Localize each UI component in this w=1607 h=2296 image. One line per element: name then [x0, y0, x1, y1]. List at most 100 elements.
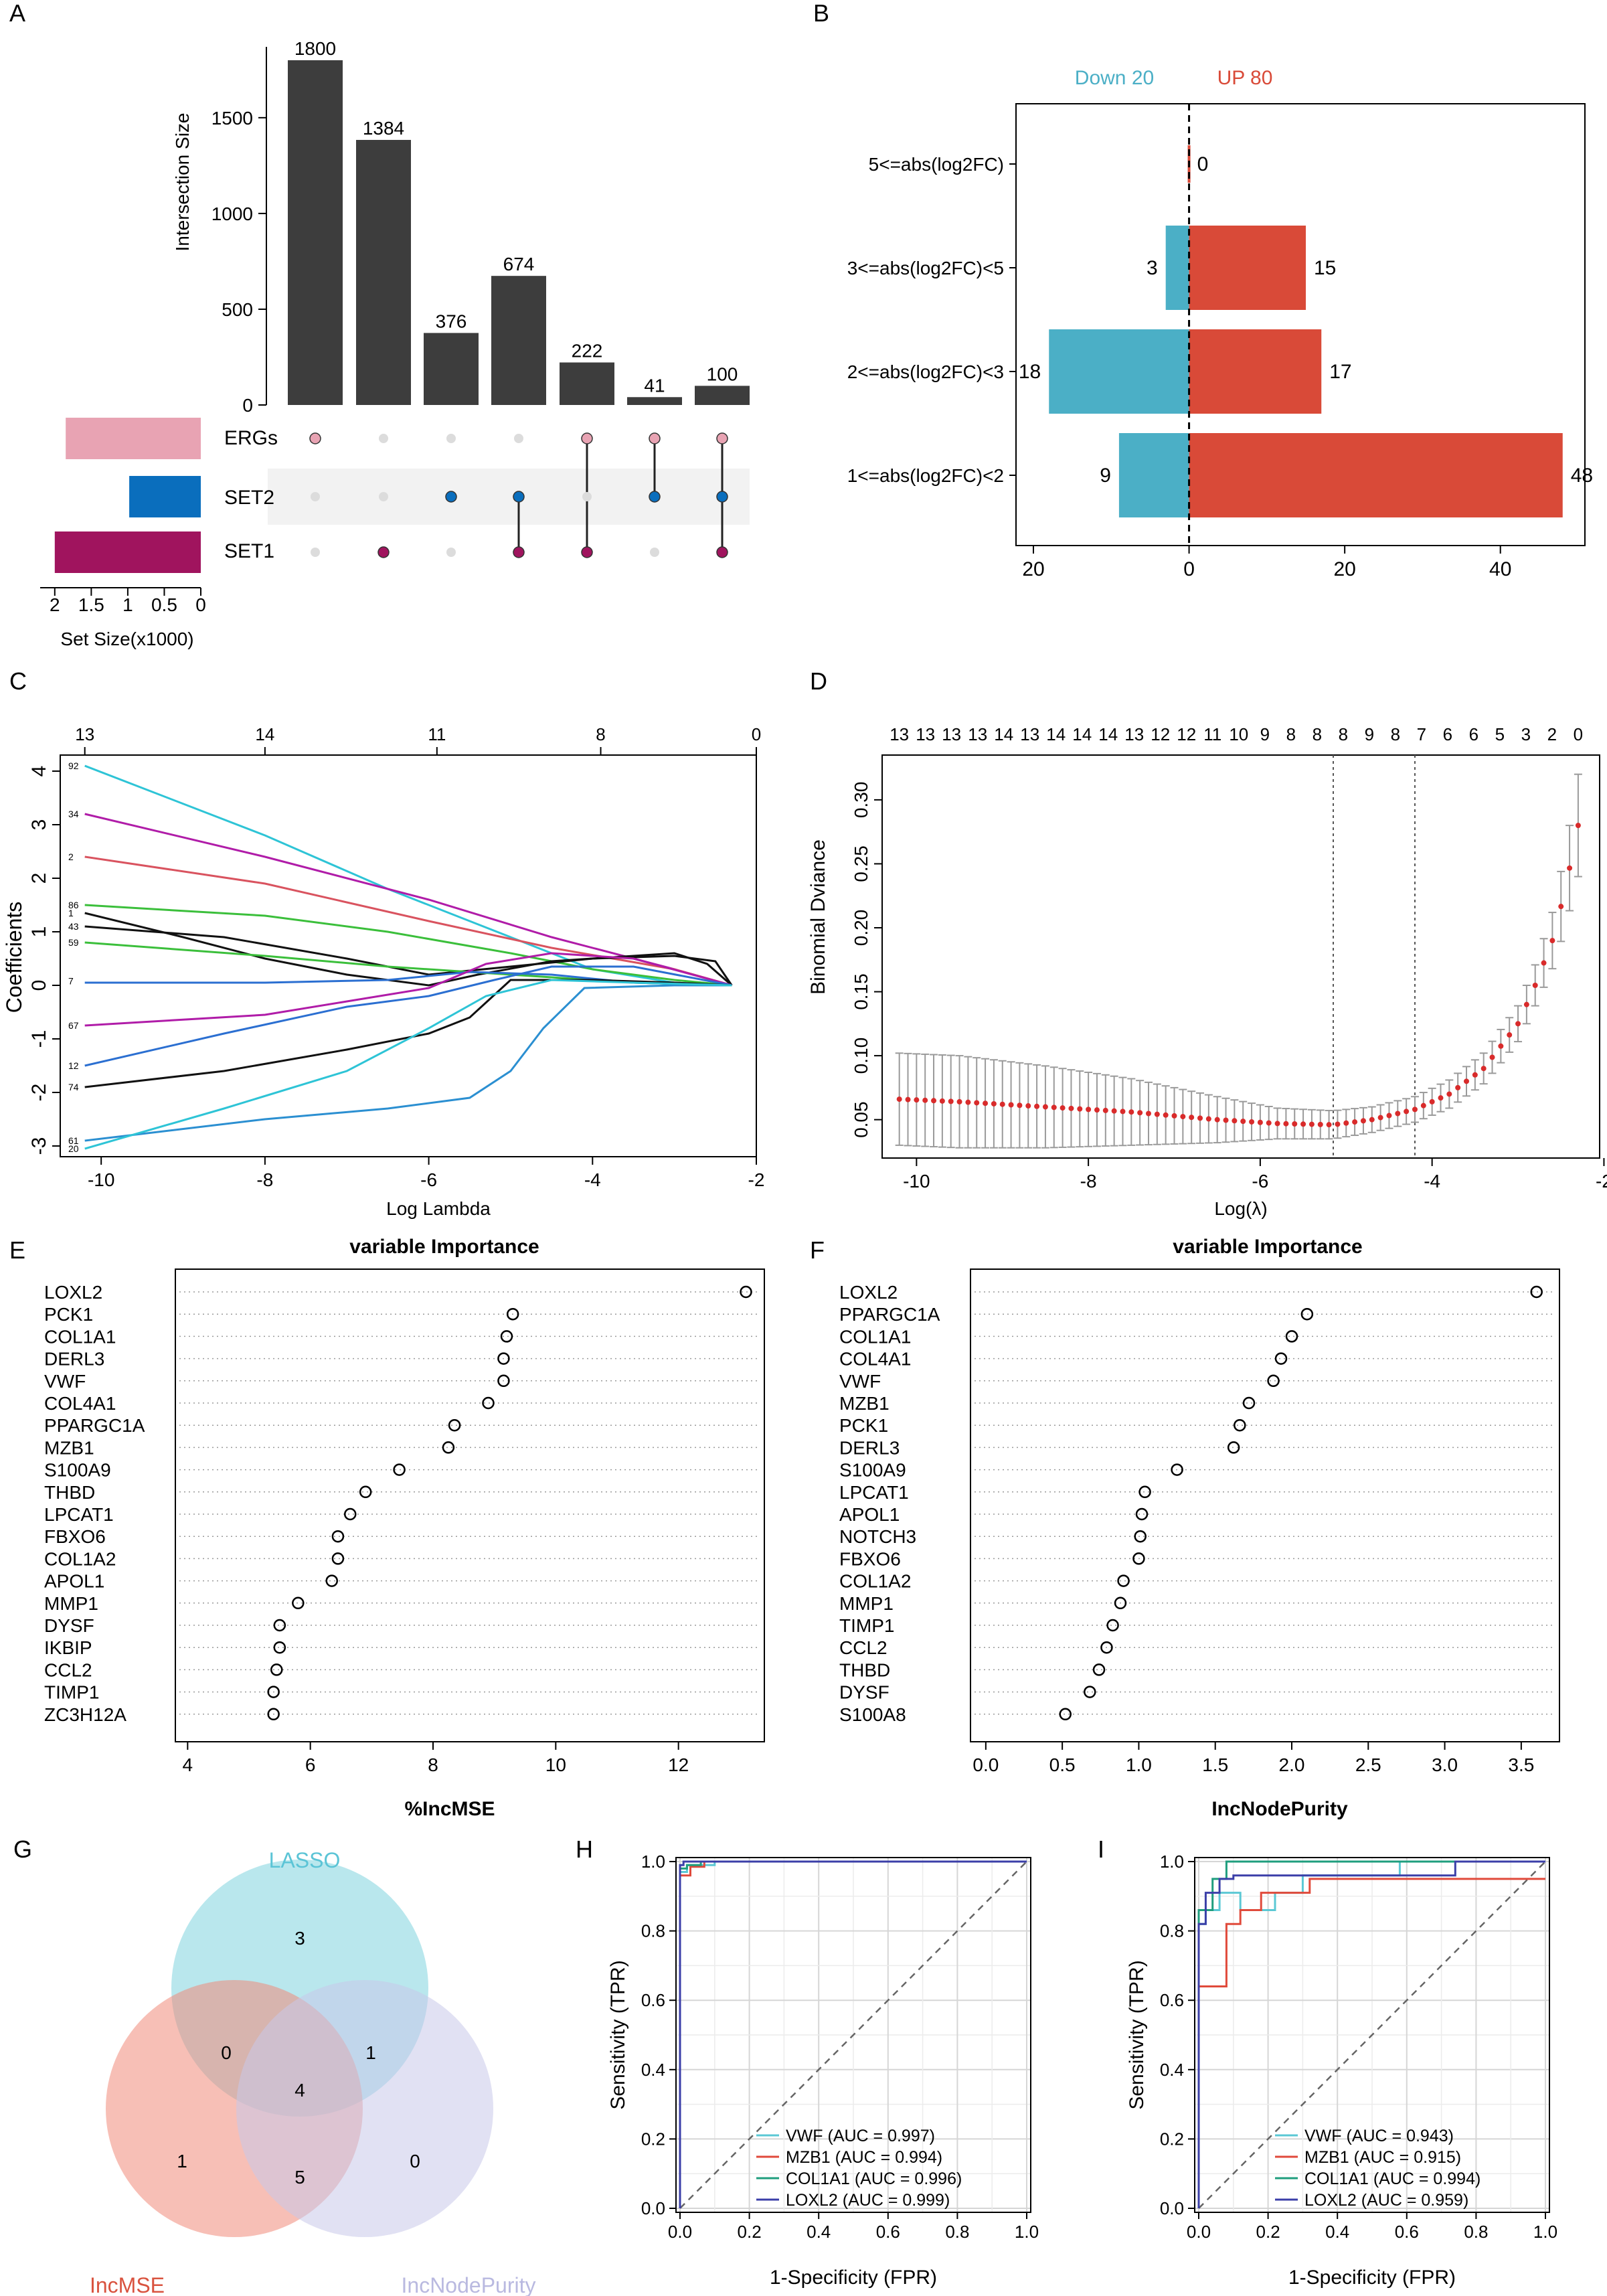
- roc-i-axes: 0.0 0.2 0.4 0.6 0.8 1.0 0.0 0.2 0.4 0.6 0.8 1.0: [1160, 1852, 1557, 2242]
- deviance-point: [1343, 1120, 1349, 1126]
- dot-point: [497, 1374, 510, 1388]
- deviance-top-label: 11: [1203, 724, 1221, 744]
- deviance-ylabel: Binomial Dviance: [807, 839, 829, 995]
- set-size-tick-label: 1: [122, 594, 133, 615]
- dot-point: [270, 1663, 283, 1676]
- roc-ytick-label: 1.0: [1160, 1852, 1184, 1872]
- venn-count-lasso-incmse: 0: [221, 2042, 232, 2063]
- category-label: 2<=abs(log2FC)<3: [847, 361, 1004, 382]
- lasso-end-label: 92: [68, 760, 79, 771]
- dot-point: [497, 1352, 510, 1365]
- dot-category-label: CCL2: [44, 1659, 92, 1680]
- matrix-dot-active: [377, 546, 390, 558]
- lasso-ytick-label: 2: [28, 873, 50, 884]
- dot-point: [267, 1686, 280, 1698]
- dot-category-label: S100A9: [44, 1460, 111, 1481]
- deviance-plot-frame: [881, 754, 1600, 1159]
- lasso-path-43: [84, 925, 733, 986]
- panel-label-g: G: [13, 1835, 32, 1863]
- set-size-tick-label: 1.5: [78, 594, 104, 615]
- deviance-point: [999, 1101, 1005, 1107]
- matrix-dot-active: [716, 432, 728, 444]
- deviance-point: [905, 1096, 911, 1102]
- dot-point: [740, 1285, 752, 1299]
- deviance-point: [1386, 1113, 1392, 1119]
- deviance-point: [1025, 1103, 1031, 1109]
- upset-yticks: 0 500 1000 1500: [212, 108, 266, 416]
- deviance-top-label: 13: [890, 724, 909, 744]
- deviance-point: [1549, 938, 1555, 944]
- dot-point: [1106, 1619, 1119, 1632]
- dot-category-label: THBD: [839, 1659, 890, 1680]
- roc-xtick-label: 0.6: [1395, 2222, 1419, 2242]
- roc-h-legend: VWF (AUC = 0.997) MZB1 (AUC = 0.994) COL1A…: [756, 2127, 962, 2210]
- upset-bar: [288, 60, 343, 405]
- roc-h-curves: [679, 1860, 1027, 2209]
- roc-i-ylabel: Sensitivity (TPR): [1126, 1960, 1148, 2109]
- deviance-point: [1086, 1106, 1092, 1113]
- deviance-top-label: 0: [1574, 724, 1583, 744]
- incmse-rows: LOXL2PCK1COL1A1DERL3VWFCOL4A1PPARGC1AMZB…: [44, 1282, 760, 1725]
- lasso-path-61: [84, 984, 732, 1142]
- lasso-top-tick-label: 0: [752, 724, 761, 744]
- venn-circle-incnodepurity: [236, 1980, 493, 2237]
- lasso-path-67: [84, 952, 732, 1027]
- diverging-plot-frame: [1015, 103, 1586, 546]
- lasso-end-label: 2: [68, 851, 74, 862]
- deviance-top-label: 14: [1098, 724, 1118, 744]
- deviance-point: [931, 1098, 937, 1104]
- dot-category-label: VWF: [44, 1371, 86, 1392]
- dot-point: [1092, 1663, 1106, 1676]
- matrix-dot-active: [513, 491, 525, 503]
- dot-point: [331, 1552, 345, 1565]
- deviance-point: [1257, 1119, 1263, 1125]
- roc-i-legend: VWF (AUC = 0.943) MZB1 (AUC = 0.915) COL1A…: [1275, 2127, 1481, 2210]
- roc-ytick-label: 0.2: [641, 2129, 665, 2149]
- lasso-ytick-label: -1: [28, 1030, 50, 1048]
- deviance-xtick-label: -10: [903, 1171, 930, 1192]
- dot-category-label: APOL1: [44, 1571, 104, 1592]
- dot-category-label: PCK1: [839, 1415, 888, 1436]
- upset-set-size-bars: [54, 418, 201, 573]
- upset-bar: [560, 362, 614, 405]
- roc-xtick-label: 0.6: [876, 2222, 900, 2242]
- set-size-tick-label: 2: [50, 594, 60, 615]
- dot-category-label: PCK1: [44, 1304, 93, 1325]
- dot-category-label: MMP1: [44, 1593, 98, 1614]
- deviance-point: [1292, 1121, 1298, 1127]
- roc-ytick-label: 0.4: [1160, 2060, 1184, 2080]
- deviance-ytick-label: 0.05: [851, 1101, 871, 1138]
- deviance-point: [1446, 1091, 1452, 1097]
- purity-plot-frame: [970, 1268, 1560, 1742]
- lasso-xtick-label: -2: [748, 1169, 765, 1190]
- lasso-series-lines: [84, 764, 733, 1150]
- dot-point: [506, 1307, 519, 1321]
- deviance-point: [948, 1098, 954, 1104]
- dot-xtick-label: 3.0: [1432, 1754, 1458, 1775]
- roc-h-axes: 0.0 0.2 0.4 0.6 0.8 1.0 0.0 0.2 0.4 0.6 0.8 1.0: [641, 1852, 1039, 2242]
- dot-category-label: DYSF: [44, 1615, 94, 1636]
- deviance-point: [1240, 1119, 1246, 1125]
- roc-curve: [1197, 1878, 1545, 2208]
- matrix-dot-active: [445, 491, 457, 503]
- deviance-xtick-label: -8: [1080, 1171, 1097, 1192]
- deviance-top-label: 14: [994, 724, 1013, 744]
- deviance-xtick-label: -2: [1596, 1171, 1607, 1192]
- bar-up: [1189, 226, 1306, 310]
- roc-i-curves: [1197, 1860, 1546, 2209]
- venn-count-incmse-only: 1: [177, 2151, 187, 2171]
- lasso-ytick-label: -2: [28, 1084, 50, 1102]
- dot-xtick-label: 0.0: [972, 1754, 999, 1775]
- deviance-point: [1145, 1111, 1151, 1117]
- deviance-top-label: 13: [942, 724, 961, 744]
- dot-point: [1084, 1686, 1096, 1698]
- dot-category-label: LPCAT1: [44, 1504, 114, 1525]
- category-label: 1<=abs(log2FC)<2: [847, 465, 1004, 486]
- venn-count-incmse-purity: 5: [294, 2167, 305, 2188]
- lasso-top-tick-label: 11: [428, 724, 446, 744]
- dot-point: [482, 1396, 495, 1410]
- panel-label-h: H: [576, 1835, 593, 1863]
- bar-up: [1189, 433, 1563, 517]
- dot-point: [1234, 1418, 1246, 1432]
- dot-xtick-label: 8: [428, 1754, 438, 1775]
